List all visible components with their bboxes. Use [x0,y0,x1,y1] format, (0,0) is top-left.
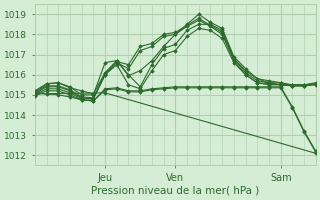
X-axis label: Pression niveau de la mer( hPa ): Pression niveau de la mer( hPa ) [91,186,260,196]
